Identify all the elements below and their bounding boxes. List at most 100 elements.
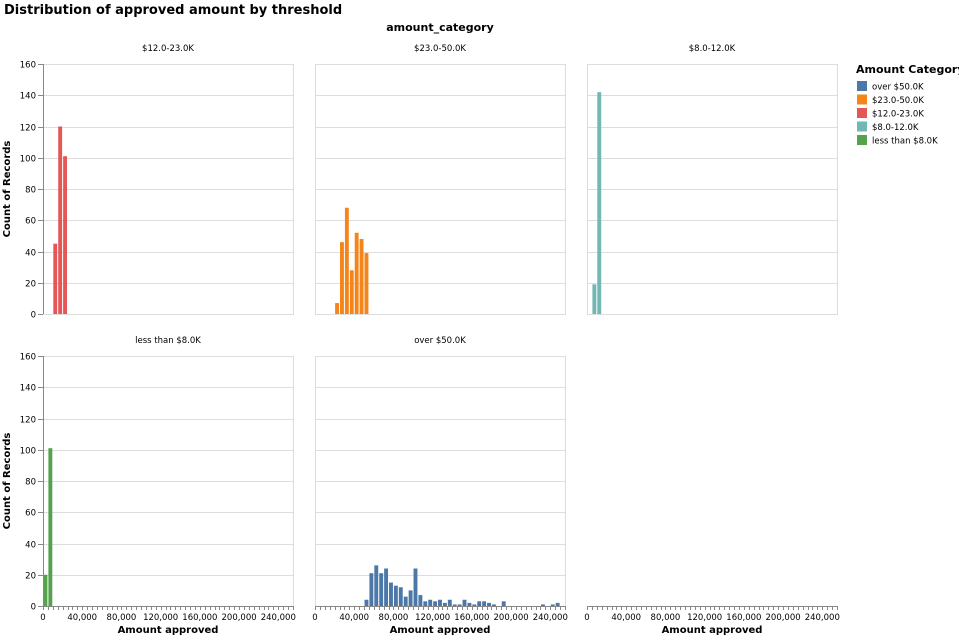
y-tick-label: 120	[20, 124, 36, 134]
x-tick-label: 200,000	[494, 613, 529, 623]
histogram-bar	[418, 595, 423, 606]
histogram-bar	[398, 587, 403, 606]
legend-swatch	[857, 81, 867, 91]
histogram-bar	[472, 604, 477, 606]
histogram-bar	[344, 207, 349, 314]
x-tick-label: 200,000	[222, 613, 257, 623]
histogram-bar	[447, 599, 452, 606]
y-tick-label: 140	[20, 384, 36, 394]
y-tick-label: 80	[25, 478, 36, 488]
histogram-bar	[467, 602, 472, 607]
histogram-bar	[491, 604, 496, 606]
y-tick-label: 60	[25, 509, 36, 519]
histogram-bar	[438, 599, 442, 606]
histogram-bar	[442, 602, 447, 607]
histogram-bar	[592, 284, 597, 314]
histogram-bar	[457, 604, 462, 606]
facet-panel: $12.0-23.0K 0 20 40 60 80 100 120 140 160 Count of…	[2, 44, 294, 321]
legend-item-label: $23.0-50.0K	[872, 96, 924, 106]
y-tick-label: 20	[25, 572, 36, 582]
histogram-bar	[597, 92, 602, 315]
y-tick-label: 0	[31, 603, 36, 613]
y-tick-label: 100	[20, 155, 36, 165]
x-tick-label: 40,000	[339, 613, 369, 623]
facet-title: over $50.0K	[414, 336, 466, 346]
legend: Amount Category over $50.0K $23.0-50.0K $12…	[856, 63, 959, 147]
y-axis-label: Count of Records	[2, 141, 13, 238]
histogram-bar	[364, 253, 369, 314]
facet-panel: $8.0-12.0K	[587, 44, 838, 315]
histogram-bar	[540, 604, 545, 606]
histogram-bar	[482, 601, 487, 606]
facet-panels: $12.0-23.0K 0 20 40 60 80 100 120 140 160 Count of…	[2, 44, 840, 636]
histogram-bar	[384, 568, 389, 606]
legend-item-label: $8.0-12.0K	[872, 123, 919, 133]
x-tick-label: 40,000	[611, 613, 641, 623]
histogram-bar	[349, 270, 354, 314]
facet-title: $12.0-23.0K	[142, 44, 194, 54]
y-tick-label: 0	[31, 311, 36, 321]
histogram-bar	[487, 602, 491, 607]
histogram-bar	[477, 601, 482, 606]
histogram-bar	[403, 596, 408, 607]
histogram-bar	[550, 604, 555, 606]
x-axis-label: Amount approved	[118, 625, 219, 636]
chart-title: Distribution of approved amount by thres…	[4, 3, 342, 18]
legend-swatch	[857, 108, 867, 118]
legend-item-label: $12.0-23.0K	[872, 110, 924, 120]
histogram-bar	[433, 601, 438, 606]
histogram-bar	[423, 601, 428, 606]
y-tick-label: 100	[20, 447, 36, 457]
histogram-bar	[428, 599, 433, 606]
y-tick-label: 140	[20, 92, 36, 102]
legend-swatch	[857, 135, 867, 145]
histogram-bar	[43, 574, 48, 606]
facet-panel: over $50.0K 0 40,000 80,000 120,000 160,000 20…	[312, 336, 568, 636]
x-tick-label: 80,000	[107, 613, 137, 623]
histogram-bar	[413, 568, 418, 606]
x-tick-label: 80,000	[379, 613, 409, 623]
y-tick-label: 120	[20, 416, 36, 426]
x-tick-label: 200,000	[766, 613, 801, 623]
x-tick-label: 160,000	[182, 613, 217, 623]
histogram-bar	[379, 573, 384, 606]
x-tick-label: 120,000	[687, 613, 722, 623]
facet-title: $23.0-50.0K	[414, 44, 466, 54]
legend-item-label: over $50.0K	[872, 83, 924, 93]
x-tick-label: 240,000	[261, 613, 296, 623]
histogram-bar	[374, 565, 379, 607]
y-tick-label: 160	[20, 61, 36, 71]
facet-header-title: amount_category	[386, 21, 494, 34]
facet-title: $8.0-12.0K	[689, 44, 736, 54]
histogram-bar	[359, 239, 364, 314]
histogram-bar	[408, 590, 413, 607]
histogram-bar	[53, 243, 58, 314]
histogram-bar	[462, 599, 467, 606]
legend-swatch	[857, 94, 867, 105]
histogram-bar	[364, 599, 369, 606]
x-tick-label: 160,000	[454, 613, 489, 623]
x-tick-label: 0	[40, 613, 45, 623]
y-tick-label: 20	[25, 280, 36, 290]
x-tick-label: 120,000	[143, 613, 178, 623]
histogram-bar	[58, 126, 63, 314]
x-tick-label: 240,000	[533, 613, 568, 623]
y-tick-label: 40	[25, 249, 36, 259]
y-tick-label: 40	[25, 541, 36, 551]
y-axis-label: Count of Records	[2, 433, 13, 530]
x-tick-label: 0	[312, 613, 317, 623]
facet-panel: less than $8.0K 0 20 40 60 80 100 120 140 160 Coun…	[2, 336, 296, 636]
facet-title: less than $8.0K	[135, 336, 201, 346]
histogram-bar	[555, 602, 560, 607]
x-tick-label: 80,000	[651, 613, 681, 623]
x-tick-label: 240,000	[805, 613, 840, 623]
histogram-bar	[452, 604, 457, 606]
histogram-bar	[501, 601, 506, 606]
x-tick-label: 40,000	[67, 613, 97, 623]
histogram-bar	[335, 303, 340, 314]
x-tick-label: 160,000	[726, 613, 761, 623]
histogram-bar	[354, 232, 359, 314]
y-tick-label: 80	[25, 186, 36, 196]
empty-facet-axis: 0 40,000 80,000 120,000 160,000 200,000 240,00…	[584, 606, 840, 636]
